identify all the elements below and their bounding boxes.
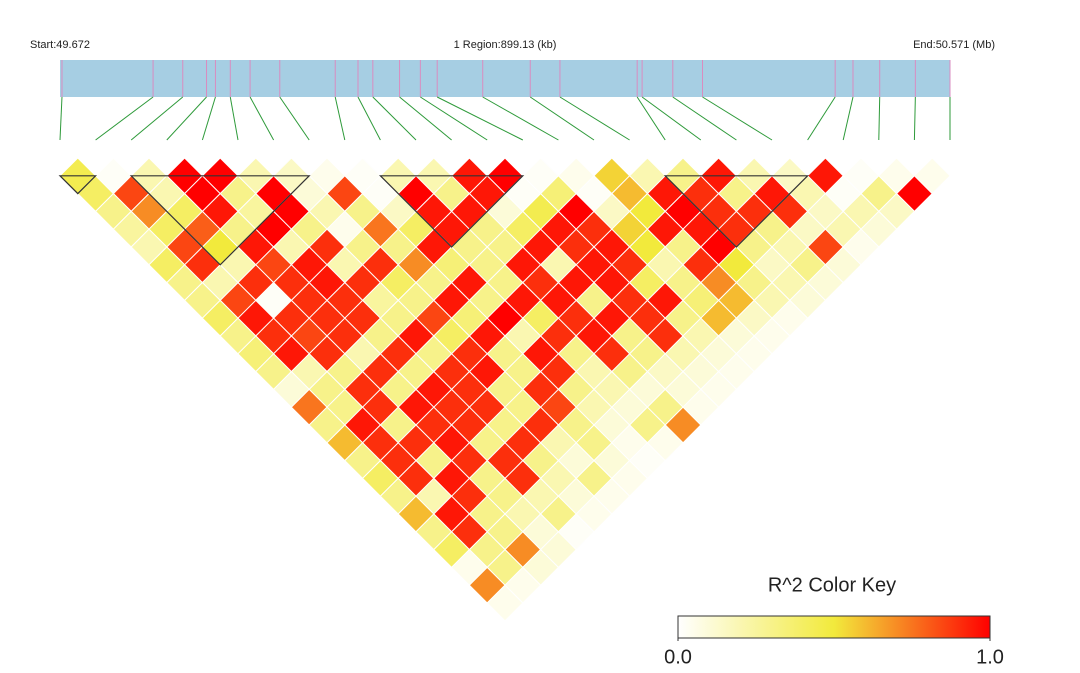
snp-connector: [95, 96, 154, 141]
snp-connector: [702, 96, 773, 141]
snp-connector: [279, 96, 310, 141]
snp-connector: [166, 96, 207, 141]
end-label: End:50.571 (Mb): [913, 39, 995, 51]
snp-connector: [436, 96, 524, 141]
start-label: Start:49.672: [30, 39, 90, 51]
snp-connector: [482, 96, 559, 141]
snp-connector: [842, 96, 854, 141]
ld-block: [378, 175, 525, 248]
snp-connector: [641, 96, 702, 141]
color-key-tick-label: 0.0: [664, 646, 692, 668]
snp-connector: [807, 96, 836, 141]
snp-connector: [636, 96, 666, 141]
snp-connector: [420, 96, 488, 141]
ld-block: [663, 175, 810, 248]
snp-connector: [372, 96, 417, 141]
snp-connector: [334, 96, 346, 141]
color-key-bar: [677, 615, 991, 639]
ld-block: [129, 175, 311, 266]
region-label: 1 Region:899.13 (kb): [454, 39, 557, 51]
ld-cell: [486, 584, 524, 622]
snp-connector: [672, 96, 737, 141]
snp-connector: [201, 96, 216, 141]
ld-block: [58, 175, 98, 195]
snp-connector: [913, 96, 916, 141]
snp-connector: [130, 96, 184, 141]
region-bar: [60, 60, 950, 97]
color-key-tick-label: 1.0: [976, 646, 1004, 668]
snp-connector: [878, 96, 881, 141]
snp-connector: [249, 96, 275, 141]
snp-connector: [399, 96, 452, 141]
color-key-title: R^2 Color Key: [768, 574, 896, 596]
snp-connector: [529, 96, 595, 141]
snp-connector: [229, 96, 239, 141]
snp-connector: [59, 96, 63, 141]
snp-connector: [357, 96, 381, 141]
snp-connector: [559, 96, 630, 141]
